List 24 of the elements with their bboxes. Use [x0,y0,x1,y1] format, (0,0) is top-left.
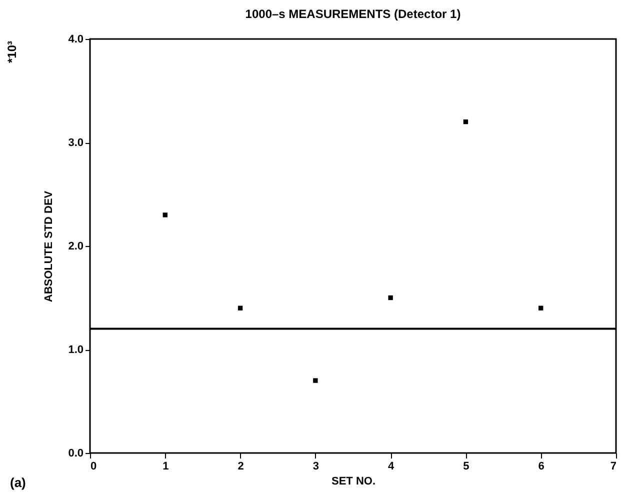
point [538,306,544,310]
point [162,212,168,218]
x-tick-label: 3 [312,460,319,472]
y-tick-label: 1.0 [68,344,84,356]
point [388,295,393,300]
point [463,119,468,124]
y-axis-title: ABSOLUTE STD DEV [43,190,56,302]
text: *10³ [5,41,19,64]
x-tick-label: 0 [90,460,97,472]
point [238,306,243,310]
y-tick-label: 0.0 [68,448,84,460]
x-tick-label: 2 [238,460,244,472]
y-tick-label: 3.0 [68,137,84,149]
y-tick-label: 4.0 [68,34,84,46]
point [313,378,318,383]
x-tick-label: 6 [538,460,544,472]
x-tick-label: 7 [610,460,616,472]
text: (a) [10,475,26,490]
x-tick-label: 4 [388,460,396,472]
x-tick-label: 1 [162,460,169,472]
x-axis-title: SET NO. [331,476,376,488]
y-tick-label: 2.0 [68,240,84,252]
x-tick-label: 5 [463,460,470,472]
chart-title: 1000–s MEASUREMENTS (Detector 1) [245,7,461,21]
